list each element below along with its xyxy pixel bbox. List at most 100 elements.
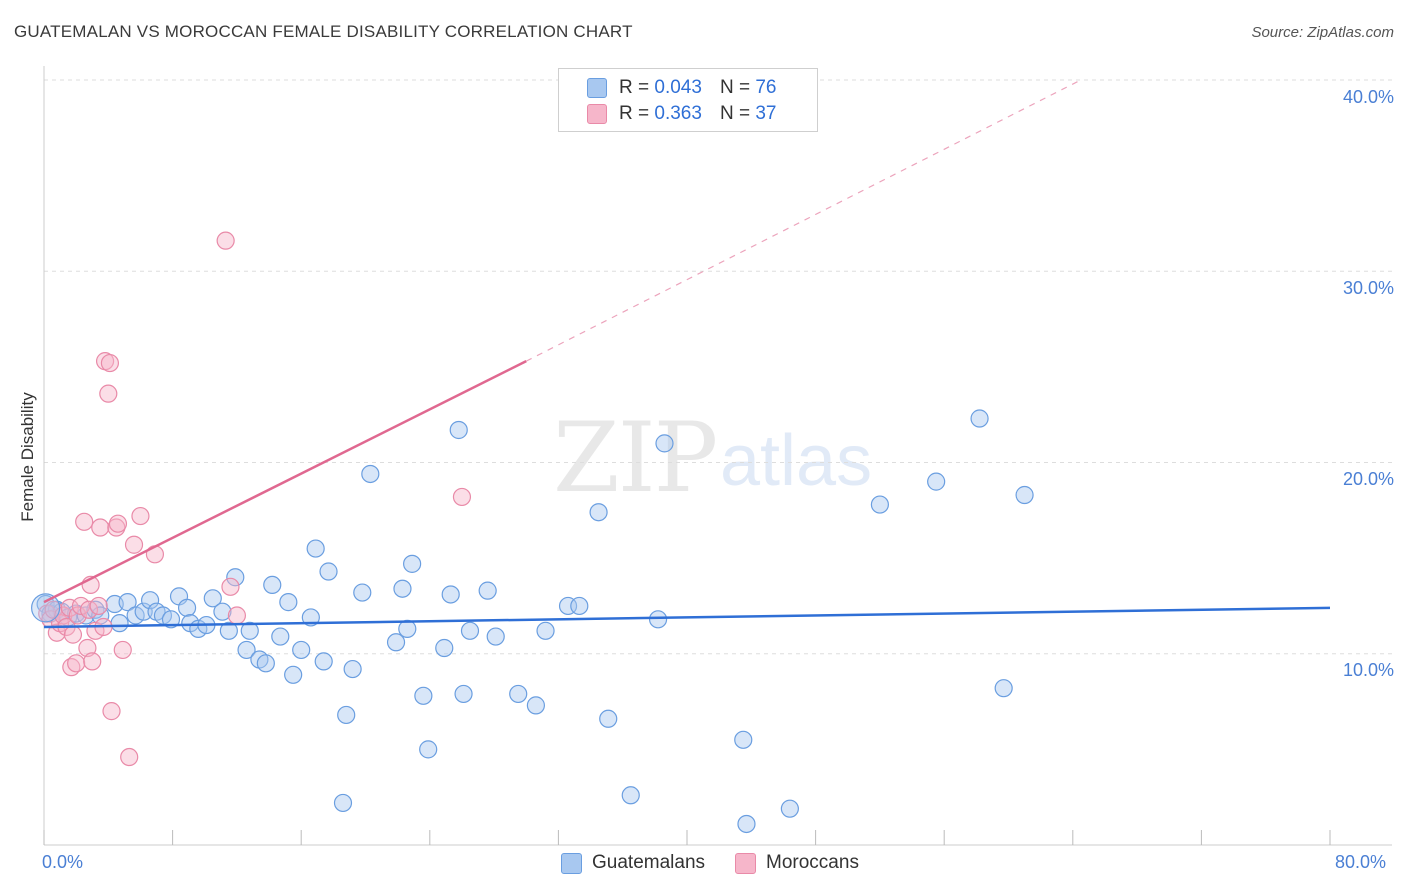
guatemalan-point <box>353 583 372 602</box>
bottom-legend: Guatemalans Moroccans <box>561 852 889 874</box>
guatemalan-point <box>140 591 160 610</box>
legend-r-label: R = <box>619 77 650 98</box>
guatemalan-point <box>589 503 608 522</box>
moroccan-point <box>227 606 246 625</box>
guatemalan-point <box>301 608 320 627</box>
legend-n-label: N = <box>719 103 751 124</box>
source-label: Source: ZipAtlas.com <box>1251 24 1394 41</box>
guatemalan-point <box>1015 485 1034 505</box>
legend-r-value: 0.363 <box>654 103 702 124</box>
guatemalan-point <box>386 633 406 652</box>
moroccan-point <box>67 654 86 673</box>
watermark-atlas: atlas <box>720 421 873 501</box>
moroccan-point <box>83 652 102 671</box>
data-points <box>31 231 1034 834</box>
bottom-legend-label: Guatemalans <box>592 852 706 873</box>
guatemalan-point <box>203 589 222 608</box>
x-tick-label-max: 80.0% <box>1335 852 1387 872</box>
guatemalan-point <box>343 659 362 679</box>
guatemalan-point <box>213 602 232 621</box>
guatemalan-point <box>398 619 417 638</box>
guatemalan-point <box>419 740 438 759</box>
guatemalan-point <box>393 579 412 598</box>
legend-row-guatemalans: R = 0.043 N = 76 <box>587 77 776 99</box>
moroccan-point <box>221 577 240 596</box>
moroccan-point <box>102 702 121 721</box>
guatemalan-cluster-point <box>31 593 61 623</box>
moroccan-point <box>91 518 110 537</box>
legend-box: R = 0.043 N = 76 R = 0.363 N = 37 <box>558 68 818 132</box>
legend-n-value: 37 <box>755 103 777 124</box>
guatemalan-point <box>226 568 245 587</box>
guatemalan-point <box>734 730 753 749</box>
guatemalan-point <box>333 793 353 813</box>
bottom-legend-guatemalans: Guatemalans <box>561 852 705 874</box>
guatemalan-point <box>237 640 256 660</box>
moroccan-point <box>131 506 150 526</box>
guatemalan-point <box>655 434 674 453</box>
chart-title: GUATEMALAN VS MOROCCAN FEMALE DISABILITY… <box>14 22 633 41</box>
moroccan-point <box>108 514 128 533</box>
guatemalan-point <box>177 598 197 617</box>
guatemalan-point <box>292 640 311 660</box>
guatemalan-point <box>271 627 290 646</box>
guatemalan-trend-line <box>43 606 1331 629</box>
guatemalan-point <box>118 593 137 612</box>
guatemalan-point <box>526 696 545 715</box>
grid-lines <box>44 79 1392 655</box>
moroccan-point <box>120 747 139 767</box>
guatemalan-point <box>478 581 497 600</box>
guatemalan-point <box>570 596 589 616</box>
guatemalan-point <box>599 709 618 728</box>
guatemalan-point <box>263 575 282 595</box>
guatemalan-point <box>737 814 756 834</box>
moroccan-point <box>216 231 235 250</box>
legend-n-value: 76 <box>755 77 777 98</box>
moroccan-point <box>113 640 132 660</box>
moroccan-point <box>78 638 97 658</box>
guatemalan-point <box>621 786 640 805</box>
x-tick-label-min: 0.0% <box>42 852 84 872</box>
bottom-legend-swatch-blue <box>561 852 582 874</box>
moroccan-point <box>99 384 118 403</box>
moroccan-point <box>68 606 87 625</box>
guatemalan-point <box>536 621 555 640</box>
legend-r-label: R = <box>619 103 650 124</box>
guatemalan-point <box>414 686 433 705</box>
guatemalan-point <box>460 621 480 640</box>
guatemalan-point <box>449 420 468 440</box>
guatemalan-point <box>161 610 181 629</box>
bottom-legend-label: Moroccans <box>766 852 859 873</box>
moroccan-point <box>100 353 120 373</box>
moroccan-trend-extension <box>525 79 1082 362</box>
guatemalan-point <box>284 665 303 684</box>
watermark-zip: ZIP <box>553 402 718 514</box>
guatemalan-point <box>870 495 890 514</box>
guatemalan-point <box>509 684 528 704</box>
guatemalan-point <box>435 638 454 658</box>
guatemalan-point <box>994 679 1013 698</box>
moroccan-point <box>47 623 66 642</box>
bottom-legend-swatch-pink <box>735 852 757 874</box>
y-axis-label: Female Disability <box>18 392 37 522</box>
legend-n-label: N = <box>719 77 751 98</box>
axes <box>43 66 1392 846</box>
guatemalan-point <box>319 562 338 581</box>
moroccan-point <box>79 600 99 619</box>
guatemalan-point <box>403 554 422 573</box>
guatemalan-point <box>486 627 505 646</box>
guatemalan-point <box>306 539 325 558</box>
moroccan-point <box>75 512 94 531</box>
guatemalan-point <box>927 472 946 491</box>
guatemalan-point <box>454 684 473 704</box>
moroccan-trend-line <box>43 360 527 604</box>
bottom-legend-moroccans: Moroccans <box>735 852 859 874</box>
guatemalan-point <box>110 614 129 633</box>
guatemalan-point <box>337 705 356 725</box>
guatemalan-point <box>780 799 799 818</box>
guatemalan-point <box>361 464 380 484</box>
guatemalan-point <box>314 652 333 671</box>
y-tick-label-30: 30.0% <box>1342 278 1394 298</box>
guatemalan-point <box>219 621 238 640</box>
